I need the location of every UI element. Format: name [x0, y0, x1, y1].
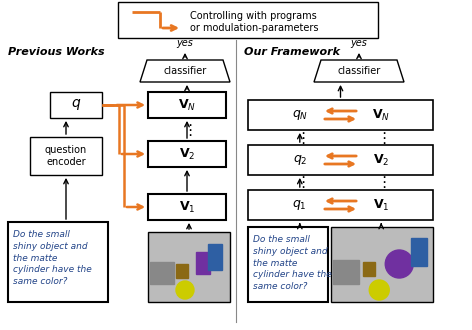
Bar [118, 2, 378, 38]
Text: Controlling with programs: Controlling with programs [190, 11, 317, 21]
Text: yes: yes [177, 38, 194, 48]
Text: $\mathbf{V}_1$: $\mathbf{V}_1$ [373, 197, 389, 213]
Bar [248, 190, 433, 220]
Text: $q_N$: $q_N$ [292, 108, 308, 122]
Bar [148, 232, 230, 302]
Text: $\mathbf{V}_1$: $\mathbf{V}_1$ [179, 199, 195, 214]
Bar [148, 92, 226, 118]
Text: $q_1$: $q_1$ [293, 198, 307, 212]
Text: $\vdots$: $\vdots$ [295, 175, 305, 190]
Text: Our Framework: Our Framework [244, 47, 340, 57]
Bar [363, 262, 375, 276]
Circle shape [385, 250, 413, 278]
Bar [331, 227, 433, 302]
Text: $\mathbf{V}_N$: $\mathbf{V}_N$ [178, 97, 196, 113]
Text: $\mathbf{V}_2$: $\mathbf{V}_2$ [179, 147, 195, 162]
Bar [50, 92, 102, 118]
Text: $\mathbf{V}_N$: $\mathbf{V}_N$ [372, 108, 390, 122]
Bar [148, 141, 226, 167]
Text: Do the small
shiny object and
the matte
cylinder have the
same color?: Do the small shiny object and the matte … [13, 230, 92, 286]
Text: $q$: $q$ [71, 97, 81, 113]
Bar [248, 100, 433, 130]
Bar [208, 244, 222, 270]
Bar [196, 252, 210, 274]
Polygon shape [314, 60, 404, 82]
Polygon shape [140, 60, 230, 82]
Text: classifier: classifier [163, 66, 207, 76]
Bar [8, 222, 108, 302]
Text: question
encoder: question encoder [45, 145, 87, 167]
Text: $\mathbf{V}_2$: $\mathbf{V}_2$ [373, 152, 389, 168]
Bar [248, 145, 433, 175]
Text: Do the small
shiny object and
the matte
cylinder have the
same color?: Do the small shiny object and the matte … [253, 235, 332, 291]
Bar [150, 262, 174, 284]
Text: yes: yes [351, 38, 367, 48]
Text: $q_2$: $q_2$ [293, 153, 307, 167]
Text: classifier: classifier [337, 66, 380, 76]
Bar [176, 264, 188, 278]
Bar [148, 194, 226, 220]
Circle shape [369, 280, 389, 300]
Bar [333, 260, 359, 284]
Text: Previous Works: Previous Works [8, 47, 105, 57]
Bar [248, 227, 328, 302]
Text: $\vdots$: $\vdots$ [376, 129, 387, 146]
Text: or modulation-parameters: or modulation-parameters [190, 23, 319, 33]
Bar [411, 238, 427, 266]
Text: $\vdots$: $\vdots$ [295, 129, 305, 146]
Text: $\vdots$: $\vdots$ [376, 175, 387, 190]
Text: $\vdots$: $\vdots$ [182, 121, 192, 138]
Circle shape [176, 281, 194, 299]
Bar [30, 137, 102, 175]
